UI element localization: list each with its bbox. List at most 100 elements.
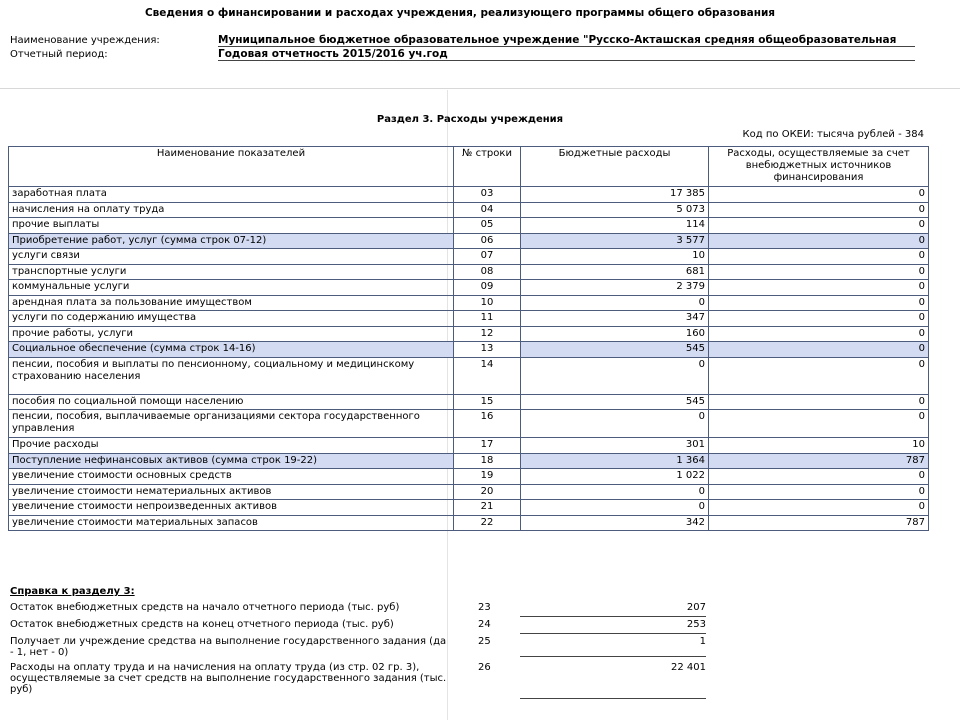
row-code: 16 — [453, 409, 521, 438]
row-name: прочие выплаты — [8, 217, 454, 234]
row-code: 21 — [453, 499, 521, 516]
row-name: увеличение стоимости нематериальных акти… — [8, 483, 454, 500]
budget-value: 681 — [520, 263, 709, 280]
budget-value: 347 — [520, 310, 709, 327]
extra-value: 0 — [708, 499, 929, 516]
reference-value: 1 — [520, 636, 706, 657]
row-code: 15 — [453, 393, 521, 410]
table-row: коммунальные услуги 09 2 379 0 — [8, 279, 929, 296]
row-code: 05 — [453, 217, 521, 234]
separator — [0, 88, 960, 89]
unit-note: Код по ОКЕИ: тысяча рублей - 384 — [742, 129, 924, 140]
row-code: 12 — [453, 325, 521, 342]
budget-value: 0 — [520, 483, 709, 500]
reference-code: 23 — [478, 602, 491, 613]
row-name: Приобретение работ, услуг (сумма строк 0… — [8, 232, 454, 249]
row-code: 17 — [453, 437, 521, 454]
reference-label: Получает ли учреждение средства на выпол… — [10, 636, 447, 658]
budget-value: 545 — [520, 393, 709, 410]
extra-value: 0 — [708, 409, 929, 438]
reference-value: 207 — [520, 602, 706, 617]
row-name: Прочие расходы — [8, 437, 454, 454]
extra-value: 0 — [708, 310, 929, 327]
budget-value: 10 — [520, 248, 709, 265]
extra-value: 0 — [708, 248, 929, 265]
row-name: увеличение стоимости материальных запасо… — [8, 514, 454, 531]
row-code: 20 — [453, 483, 521, 500]
budget-value: 342 — [520, 514, 709, 531]
row-code: 07 — [453, 248, 521, 265]
table-row: Приобретение работ, услуг (сумма строк 0… — [8, 232, 929, 249]
table-row: увеличение стоимости материальных запасо… — [8, 514, 929, 531]
row-name: увеличение стоимости основных средств — [8, 468, 454, 485]
budget-value: 17 385 — [520, 186, 709, 203]
field-value: Муниципальное бюджетное образовательное … — [218, 34, 915, 47]
table-row: услуги по содержанию имущества 11 347 0 — [8, 310, 929, 327]
budget-value: 2 379 — [520, 279, 709, 296]
extra-value: 787 — [708, 514, 929, 531]
row-name: услуги по содержанию имущества — [8, 310, 454, 327]
extra-value: 0 — [708, 356, 929, 395]
row-name: прочие работы, услуги — [8, 325, 454, 342]
reference-value: 253 — [520, 619, 706, 634]
table-row: пенсии, пособия и выплаты по пенсионному… — [8, 356, 929, 395]
extra-value: 10 — [708, 437, 929, 454]
row-code: 03 — [453, 186, 521, 203]
reference-label: Расходы на оплату труда и на начисления … — [10, 662, 447, 695]
budget-value: 3 577 — [520, 232, 709, 249]
row-code: 19 — [453, 468, 521, 485]
extra-value: 0 — [708, 186, 929, 203]
table-row: увеличение стоимости нематериальных акти… — [8, 483, 929, 500]
reference-code: 26 — [478, 662, 491, 673]
table-row: прочие выплаты 05 114 0 — [8, 217, 929, 234]
section-title: Раздел 3. Расходы учреждения — [376, 114, 564, 125]
extra-value: 0 — [708, 263, 929, 280]
column-header: Бюджетные расходы — [520, 146, 709, 187]
extra-value: 0 — [708, 393, 929, 410]
row-name: транспортные услуги — [8, 263, 454, 280]
budget-value: 545 — [520, 341, 709, 358]
reference-code: 25 — [478, 636, 491, 647]
table-row: Социальное обеспечение (сумма строк 14-1… — [8, 341, 929, 358]
row-name: пособия по социальной помощи населению — [8, 393, 454, 410]
table-row: транспортные услуги 08 681 0 — [8, 263, 929, 280]
table-row: начисления на оплату труда 04 5 073 0 — [8, 201, 929, 218]
row-code: 04 — [453, 201, 521, 218]
row-code: 06 — [453, 232, 521, 249]
reference-label: Остаток внебюджетных средств на начало о… — [10, 602, 400, 613]
row-name: Социальное обеспечение (сумма строк 14-1… — [8, 341, 454, 358]
reference-label: Остаток внебюджетных средств на конец от… — [10, 619, 394, 630]
row-name: Поступление нефинансовых активов (сумма … — [8, 452, 454, 469]
row-name: услуги связи — [8, 248, 454, 265]
budget-value: 0 — [520, 294, 709, 311]
budget-value: 0 — [520, 356, 709, 395]
budget-value: 5 073 — [520, 201, 709, 218]
extra-value: 787 — [708, 452, 929, 469]
row-name: начисления на оплату труда — [8, 201, 454, 218]
row-name: увеличение стоимости непроизведенных акт… — [8, 499, 454, 516]
extra-value: 0 — [708, 279, 929, 296]
table-row: арендная плата за пользование имуществом… — [8, 294, 929, 311]
table-row: пособия по социальной помощи населению 15… — [8, 393, 929, 410]
row-code: 10 — [453, 294, 521, 311]
document-title: Сведения о финансировании и расходах учр… — [144, 7, 776, 19]
expenses-table: Наименование показателей № строки Бюджетны… — [8, 146, 929, 531]
budget-value: 1 364 — [520, 452, 709, 469]
table-row: пенсии, пособия, выплачиваемые организац… — [8, 409, 929, 438]
field-label: Наименование учреждения: — [10, 35, 160, 46]
table-body: заработная плата 03 17 385 0 начисления на о… — [8, 186, 929, 531]
extra-value: 0 — [708, 341, 929, 358]
table-row: увеличение стоимости непроизведенных акт… — [8, 499, 929, 516]
extra-value: 0 — [708, 325, 929, 342]
table-row: прочие работы, услуги 12 160 0 — [8, 325, 929, 342]
row-code: 18 — [453, 452, 521, 469]
budget-value: 114 — [520, 217, 709, 234]
budget-value: 1 022 — [520, 468, 709, 485]
table-row: заработная плата 03 17 385 0 — [8, 186, 929, 203]
row-code: 14 — [453, 356, 521, 395]
extra-value: 0 — [708, 483, 929, 500]
table-row: увеличение стоимости основных средств 19 1… — [8, 468, 929, 485]
header-row: Наименование показателей № строки Бюджетны… — [8, 146, 929, 187]
budget-value: 301 — [520, 437, 709, 454]
